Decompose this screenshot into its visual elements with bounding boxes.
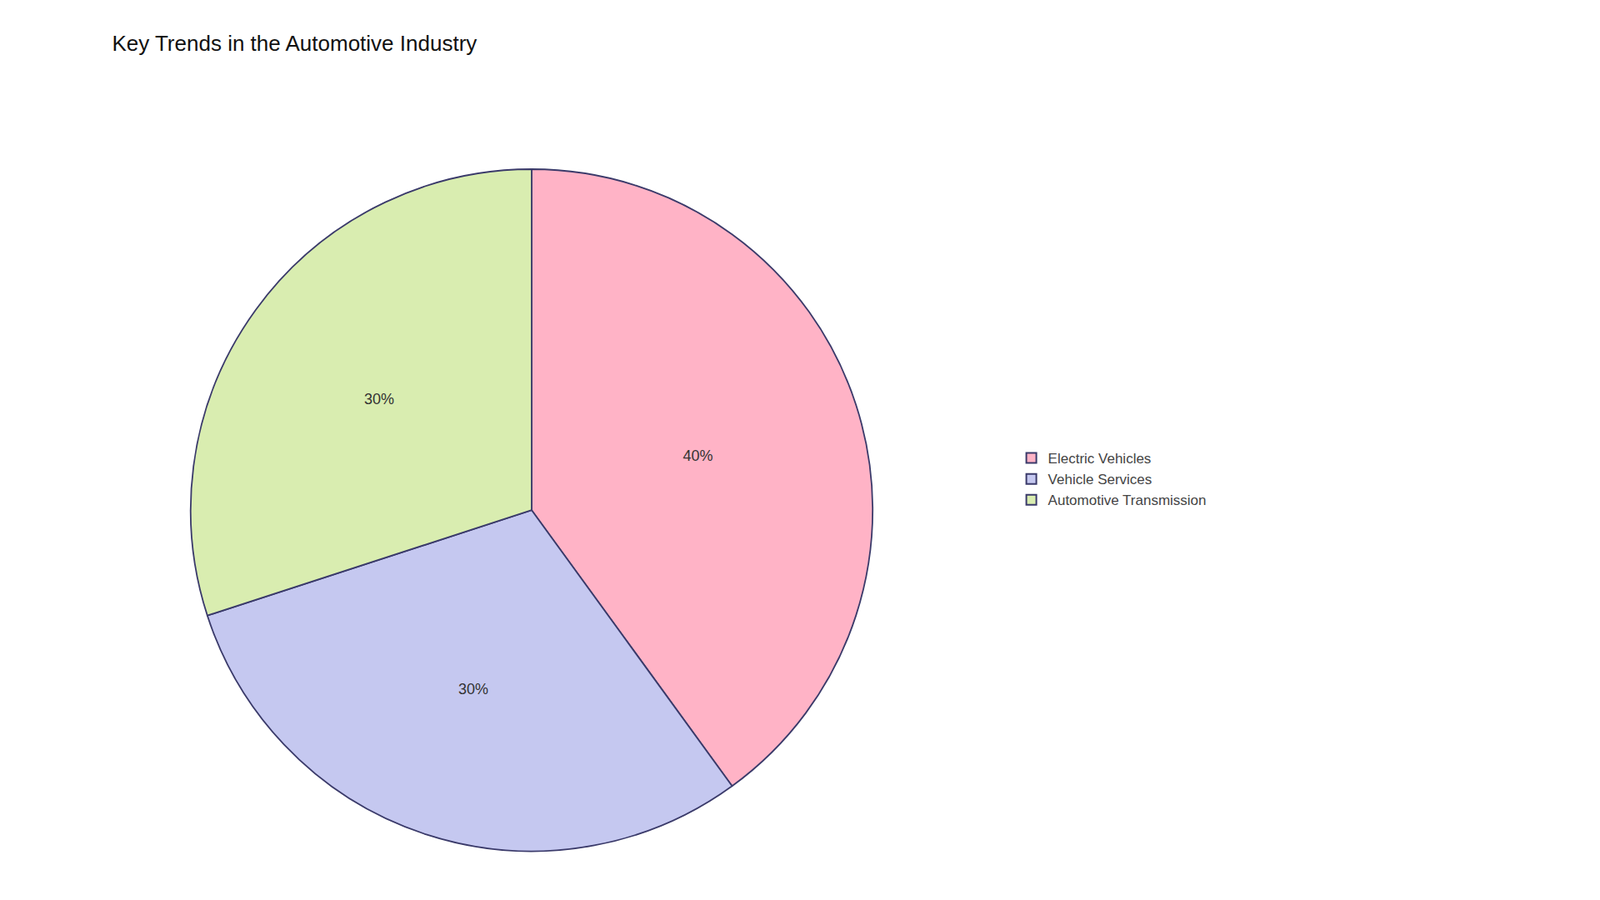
svg-text:Automotive Transmission: Automotive Transmission — [1048, 492, 1207, 509]
svg-text:Electric Vehicles: Electric Vehicles — [1048, 450, 1152, 467]
svg-text:30%: 30% — [364, 390, 395, 408]
svg-text:40%: 40% — [682, 447, 713, 465]
svg-text:Key Trends in the Automotive I: Key Trends in the Automotive Industry — [111, 30, 477, 56]
svg-text:30%: 30% — [458, 680, 489, 698]
svg-text:Vehicle Services: Vehicle Services — [1048, 471, 1153, 488]
